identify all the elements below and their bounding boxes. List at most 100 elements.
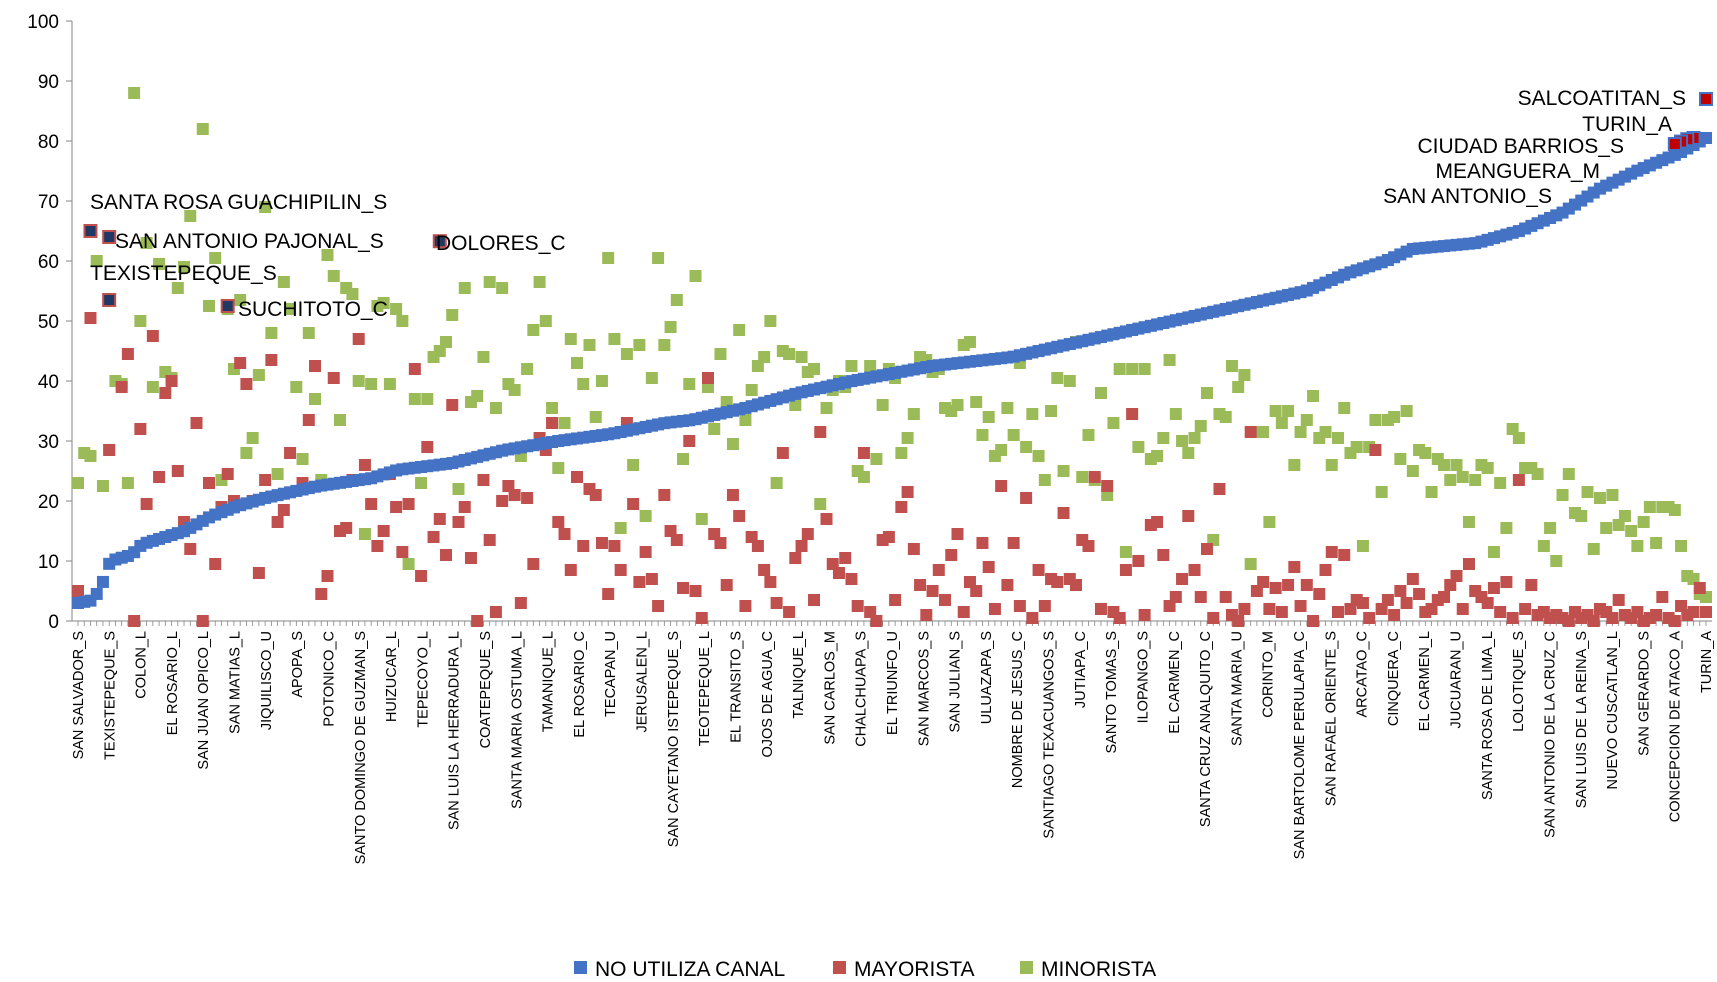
data-point [440, 549, 453, 561]
x-tick-label: ULUAZAPA_S [979, 631, 995, 724]
data-point [1300, 579, 1313, 591]
data-point [1406, 573, 1419, 585]
data-point [558, 417, 571, 429]
data-point [358, 459, 371, 471]
data-point [184, 543, 197, 555]
legend-label: MINORISTA [1041, 958, 1156, 981]
y-tick-label: 90 [38, 72, 59, 93]
data-point [84, 450, 97, 462]
data-point [1325, 459, 1338, 471]
data-point [1656, 591, 1669, 603]
x-tick-label: EL CARMEN_C [1167, 631, 1183, 734]
data-point [571, 357, 584, 369]
data-point [1070, 579, 1083, 591]
data-point [1107, 417, 1120, 429]
x-tick-label: EL ROSARIO_C [572, 631, 588, 738]
point-annotation: SUCHITOTO_C [238, 298, 388, 321]
data-point [1700, 606, 1712, 618]
data-point [458, 501, 471, 513]
data-point [508, 384, 521, 396]
data-point [1119, 546, 1132, 558]
series-mayorista [72, 312, 1712, 627]
data-point [1294, 600, 1307, 612]
x-tick-label: CINQUERA_C [1386, 631, 1402, 726]
data-point [945, 549, 958, 561]
data-point [1600, 522, 1613, 534]
data-point [1007, 537, 1020, 549]
series-layer [72, 87, 1712, 627]
data-point [1512, 474, 1525, 486]
data-point [976, 429, 989, 441]
data-point [1394, 453, 1407, 465]
data-point [1381, 594, 1394, 606]
data-point [1556, 489, 1569, 501]
data-point [277, 276, 290, 288]
data-point [121, 348, 134, 360]
data-point [1238, 603, 1251, 615]
data-point [202, 511, 215, 524]
data-point [365, 498, 378, 510]
data-point [103, 444, 116, 456]
data-point [951, 399, 964, 411]
x-tick-label: TEXISTEPEQUE_S [102, 631, 118, 760]
data-point [870, 453, 883, 465]
data-point [1593, 492, 1606, 504]
data-point [1338, 549, 1351, 561]
x-tick-label: CONCEPCION DE ATACO_A [1668, 631, 1684, 823]
data-point [452, 516, 465, 528]
data-point [365, 378, 378, 390]
data-point [396, 315, 409, 327]
data-point [664, 321, 677, 333]
annotation-layer: SANTA ROSA GUACHIPILIN_S SAN ANTONIO PAJO… [90, 87, 1686, 321]
data-point [1494, 477, 1507, 489]
data-point [1625, 525, 1638, 537]
data-point [1700, 132, 1712, 144]
data-point [970, 585, 983, 597]
x-tick-label: SANTIAGO TEXACUANGOS_S [1042, 631, 1058, 839]
data-point [726, 438, 739, 450]
x-tick-label: JUTIAPA_C [1073, 631, 1089, 708]
point-annotation: SAN ANTONIO_S [1383, 185, 1552, 208]
x-tick-label: SAN LUIS LA HERRADURA_L [447, 631, 463, 830]
data-point [1219, 591, 1232, 603]
data-point [146, 330, 159, 342]
data-point [1057, 507, 1070, 519]
x-tick-label: SAN MATIAS_L [228, 631, 244, 734]
data-point [733, 324, 746, 336]
data-point [963, 336, 976, 348]
data-point [1182, 447, 1195, 459]
data-point [1157, 432, 1170, 444]
data-point [408, 363, 421, 375]
data-point [1194, 591, 1207, 603]
data-point [701, 372, 714, 384]
x-tick-label: JIQUILISCO_U [259, 631, 275, 730]
data-point [290, 381, 303, 393]
data-point [234, 294, 247, 306]
data-point [1581, 486, 1594, 498]
data-point [1032, 450, 1045, 462]
data-point [820, 513, 833, 525]
data-point [1425, 486, 1438, 498]
data-point [1350, 441, 1363, 453]
data-point [458, 282, 471, 294]
data-point [783, 606, 796, 618]
data-point [1325, 546, 1338, 558]
point-annotation: SAN ANTONIO PAJONAL_S [115, 230, 384, 253]
x-tick-label: SANTA CRUZ ANALQUITO_C [1198, 631, 1214, 827]
highlighted-point [220, 299, 235, 313]
data-point [1232, 615, 1245, 627]
data-point [1356, 597, 1369, 609]
data-point [1007, 429, 1020, 441]
data-point [421, 441, 434, 453]
data-point [1438, 459, 1451, 471]
data-point [845, 360, 858, 372]
x-tick-label: SAN ANTONIO DE LA CRUZ_C [1542, 631, 1558, 838]
data-point [196, 615, 209, 627]
data-point [396, 546, 409, 558]
data-point [1562, 468, 1575, 480]
data-point [1219, 411, 1232, 423]
data-point [1313, 588, 1326, 600]
data-point [1163, 354, 1176, 366]
data-point [1176, 573, 1189, 585]
